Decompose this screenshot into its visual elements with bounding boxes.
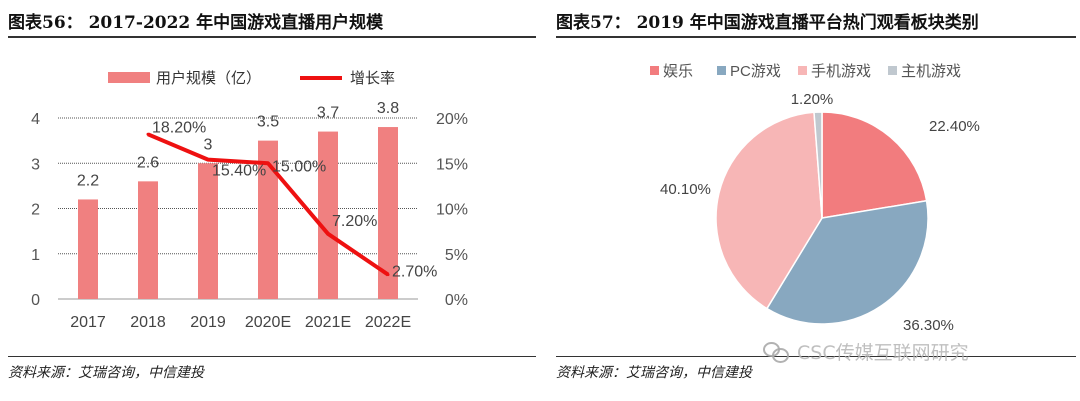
legend-swatch-2 bbox=[798, 66, 807, 75]
legend-swatch-3 bbox=[888, 66, 897, 75]
legend-label-user-scale: 用户规模（亿） bbox=[156, 70, 261, 87]
growth-rate-label: 7.20% bbox=[332, 213, 377, 230]
y-right-tick-label: 20% bbox=[436, 111, 468, 128]
pie-slice-0 bbox=[821, 111, 928, 219]
bar-2018 bbox=[138, 181, 158, 299]
y-left-tick-label: 3 bbox=[31, 156, 40, 173]
pie-slice-label: 22.40% bbox=[929, 118, 980, 135]
growth-rate-point-2019 bbox=[206, 158, 210, 162]
pie-slice-1 bbox=[765, 199, 929, 325]
growth-rate-point-2022E bbox=[386, 273, 390, 277]
growth-rate-point-2020E bbox=[266, 161, 270, 165]
x-tick-label: 2021E bbox=[305, 314, 351, 331]
growth-rate-label: 18.20% bbox=[152, 119, 206, 136]
pie-slice-label: 36.30% bbox=[903, 317, 954, 334]
y-right-tick-label: 15% bbox=[436, 156, 468, 173]
bar-2020E bbox=[258, 140, 278, 299]
bar-value-label: 3.8 bbox=[377, 100, 399, 117]
right-figure-panel: 图表57： 2019 年中国游戏直播平台热门观看板块类别 娱乐 PC游戏 手机游戏 主… bbox=[548, 0, 1080, 401]
bar-value-label: 3 bbox=[204, 136, 213, 153]
x-tick-label: 2018 bbox=[130, 314, 166, 331]
growth-rate-point-2021E bbox=[326, 232, 330, 236]
y-left-tick-label: 1 bbox=[31, 247, 40, 264]
viewing-category-pie: 娱乐 PC游戏 手机游戏 主机游戏 22.40% 36.30% 40.10% 1.20% bbox=[650, 63, 980, 334]
growth-rate-point-2018 bbox=[146, 132, 150, 136]
wechat-icon bbox=[763, 340, 789, 363]
watermark: CSC传媒互联网研究 bbox=[763, 336, 969, 366]
x-tick-label: 2022E bbox=[365, 314, 411, 331]
left-source-note: 资料来源：艾瑞咨询，中信建投 bbox=[8, 365, 204, 381]
left-figure-title: 图表56： 2017-2022 年中国游戏直播用户规模 bbox=[8, 13, 384, 33]
y-right-tick-label: 0% bbox=[445, 292, 468, 309]
legend-label: 娱乐 bbox=[663, 63, 693, 80]
pie-slice-label: 40.10% bbox=[660, 181, 711, 198]
x-tick-label: 2020E bbox=[245, 314, 291, 331]
growth-rate-label: 15.40% bbox=[212, 163, 266, 180]
right-source-note: 资料来源：艾瑞咨询，中信建投 bbox=[556, 365, 752, 381]
right-title-rule bbox=[556, 36, 1076, 38]
legend-label: 主机游戏 bbox=[901, 63, 961, 80]
bar-2022E bbox=[378, 127, 398, 299]
watermark-text: CSC传媒互联网研究 bbox=[797, 341, 969, 364]
left-source-rule bbox=[8, 356, 536, 357]
pie-slice-2 bbox=[715, 111, 823, 310]
legend-swatch-0 bbox=[650, 66, 659, 75]
growth-rate-label: 15.00% bbox=[272, 158, 326, 175]
y-left-tick-label: 4 bbox=[31, 111, 40, 128]
legend-swatch-user-scale bbox=[108, 72, 150, 83]
bar-value-label: 2.2 bbox=[77, 172, 99, 189]
bar-2017 bbox=[78, 199, 98, 299]
right-figure-title: 图表57： 2019 年中国游戏直播平台热门观看板块类别 bbox=[556, 13, 979, 33]
legend-label: 手机游戏 bbox=[811, 63, 871, 80]
bar-value-label: 3.5 bbox=[257, 114, 279, 131]
user-scale-chart: 用户规模（亿） 增长率 0 1 2 3 4 0% 5% 10% 15% 20% 2.2 2017 2.6 20… bbox=[31, 70, 468, 331]
bar-2021E bbox=[318, 131, 338, 299]
growth-rate-label: 2.70% bbox=[392, 264, 437, 281]
left-title-rule bbox=[8, 36, 536, 38]
y-right-tick-label: 10% bbox=[436, 202, 468, 219]
y-left-tick-label: 0 bbox=[31, 292, 40, 309]
y-right-tick-label: 5% bbox=[445, 247, 468, 264]
legend-label: PC游戏 bbox=[730, 63, 781, 80]
pie-slice-label: 1.20% bbox=[791, 91, 834, 108]
legend-label-growth-rate: 增长率 bbox=[350, 70, 395, 87]
x-tick-label: 2019 bbox=[190, 314, 226, 331]
x-tick-label: 2017 bbox=[70, 314, 106, 331]
bar-2019 bbox=[198, 163, 218, 299]
pie-slice-3 bbox=[813, 111, 823, 219]
bar-value-label: 2.6 bbox=[137, 154, 159, 171]
right-source-rule bbox=[556, 356, 1076, 357]
legend-swatch-1 bbox=[717, 66, 726, 75]
left-figure-panel: 图表56： 2017-2022 年中国游戏直播用户规模 用户规模（亿） 增长率 0 1… bbox=[8, 13, 536, 381]
y-left-tick-label: 2 bbox=[31, 202, 40, 219]
bar-value-label: 3.7 bbox=[317, 105, 339, 122]
